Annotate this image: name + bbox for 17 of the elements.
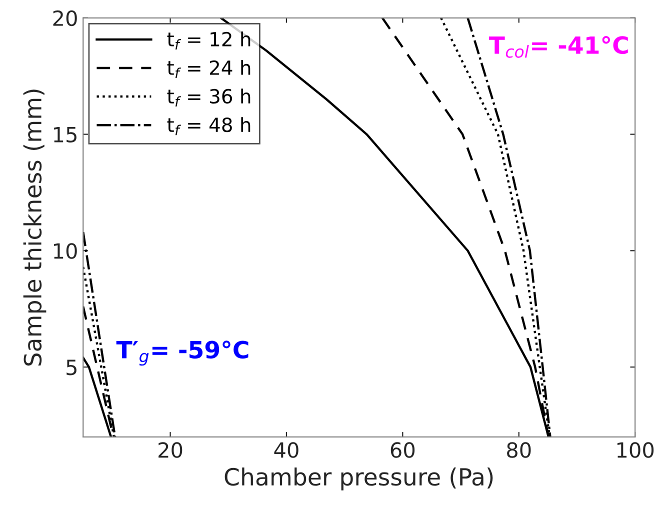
legend-label: t$_{f}$ = 12 h <box>167 31 250 50</box>
legend-label: t$_{f}$ = 48 h <box>167 117 250 136</box>
x-tick-label: 40 <box>274 442 298 458</box>
x-tick-label: 80 <box>507 442 531 458</box>
y-axis-title: Sample thickness (mm) <box>23 90 46 366</box>
y-tick-label: 15 <box>54 127 76 142</box>
legend-label: t$_{f}$ = 36 h <box>167 88 250 107</box>
legend-label: t$_{f}$ = 24 h <box>167 60 250 78</box>
x-axis-title: Chamber pressure (Pa) <box>224 467 493 490</box>
x-tick-label: 60 <box>390 442 415 458</box>
y-tick-label: 5 <box>66 360 76 376</box>
x-tick-label: 100 <box>617 442 654 458</box>
annotation: T$_{col}$= -41°C <box>488 36 628 58</box>
annotation: T′$_{g}$= -59°C <box>116 340 248 366</box>
x-tick-label: 20 <box>158 442 182 458</box>
y-tick-label: 10 <box>54 243 77 259</box>
y-tick-label: 20 <box>53 10 77 26</box>
